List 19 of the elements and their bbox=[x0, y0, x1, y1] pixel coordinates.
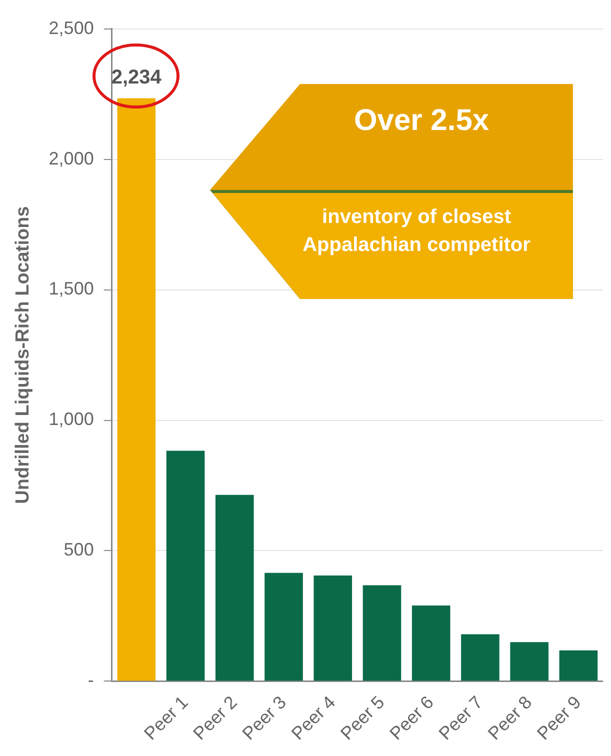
y-axis-title: Undrilled Liquids-Rich Locations bbox=[12, 206, 34, 504]
bar bbox=[510, 642, 548, 681]
annotation: Over 2.5x bbox=[352, 104, 490, 138]
y-tick-label: 1,500 bbox=[48, 278, 94, 299]
bar bbox=[264, 572, 303, 681]
y-tick-label: 2,000 bbox=[48, 148, 94, 168]
bar bbox=[412, 606, 450, 681]
bar bbox=[117, 98, 156, 681]
bar bbox=[362, 585, 402, 681]
bar bbox=[314, 576, 352, 681]
y-tick-label: 1,000 bbox=[48, 409, 94, 430]
bar bbox=[166, 450, 205, 681]
bar bbox=[215, 494, 254, 681]
bar bbox=[559, 650, 598, 681]
y-tick-label: 500 bbox=[64, 540, 94, 560]
bar bbox=[461, 634, 500, 681]
y-tick-label: 2,500 bbox=[48, 18, 94, 38]
y-tick-label: - bbox=[88, 670, 94, 690]
annotation: inventory of closest Appalachian competitor bbox=[302, 205, 532, 258]
